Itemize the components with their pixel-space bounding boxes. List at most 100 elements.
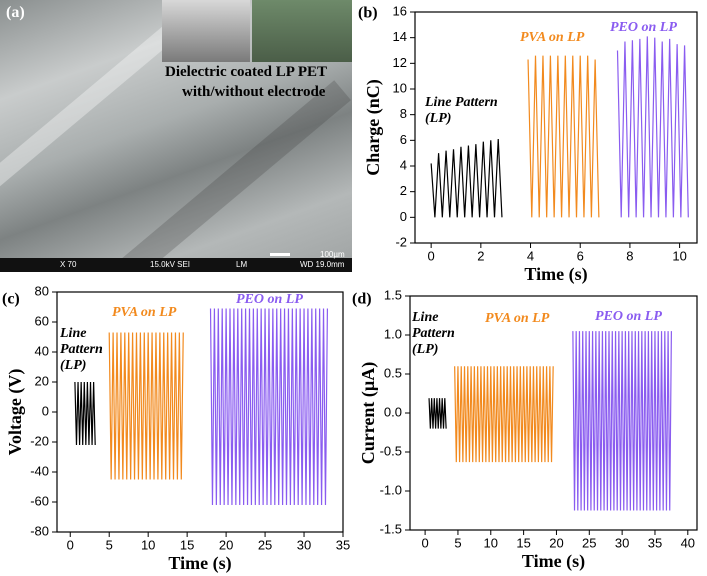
info: WD 19.0mm: [300, 260, 345, 269]
inset-photo: [252, 0, 352, 62]
series-label: Line Pattern (LP): [425, 95, 498, 126]
series-label-box: PVA on LP: [112, 305, 177, 320]
x-axis-title: Time (s): [168, 553, 231, 574]
x-axis-title: Time (s): [524, 264, 587, 285]
series-label-box: Line Pattern (LP): [60, 326, 103, 373]
caption: with/without electrode: [182, 84, 326, 100]
x-tick-label: 5: [454, 535, 461, 550]
series-line: [430, 139, 503, 218]
x-tick-label: 5: [106, 537, 113, 552]
x-tick-label: 0: [428, 248, 435, 263]
plot-frame: [409, 295, 698, 531]
y-tick-label: 1.0: [384, 326, 402, 341]
x-tick-label: 20: [549, 535, 563, 550]
plot-frame: [56, 291, 344, 533]
y-tick-label: -1.5: [380, 521, 402, 536]
y-tick-label: 16: [393, 3, 407, 18]
series-label-box: PVA on LP: [520, 30, 585, 45]
series-label-box: PEO on LP: [610, 20, 677, 35]
panel-label: (b): [358, 5, 378, 22]
y-tick-label: 2: [400, 183, 407, 198]
x-tick-label: 35: [648, 535, 662, 550]
y-tick-label: -0.5: [380, 443, 402, 458]
series-label: PEO on LP: [236, 292, 303, 307]
panel-label: (a): [6, 4, 25, 21]
series-line: [209, 308, 329, 506]
panel-label: (c): [2, 291, 20, 308]
x-tick-label: 0: [421, 535, 428, 550]
series-line: [527, 55, 600, 218]
y-tick-label: 10: [393, 80, 407, 95]
y-tick-label: 20: [35, 373, 49, 388]
series-label: PVA on LP: [520, 30, 585, 45]
x-tick-label: 10: [141, 537, 155, 552]
y-tick-label: 0.5: [384, 365, 402, 380]
info: 15.0kV SEI: [150, 260, 191, 269]
series-line: [108, 332, 184, 480]
sem-image: (a) Dielectric coated LP PET with/withou…: [0, 0, 352, 272]
series-label-box: PEO on LP: [595, 309, 662, 324]
y-tick-label: 14: [393, 29, 407, 44]
x-tick-label: 15: [180, 537, 194, 552]
x-tick-label: 0: [67, 537, 74, 552]
y-axis-title: Voltage (V): [5, 369, 26, 456]
series-label: PEO on LP: [595, 309, 662, 324]
y-tick-label: -20: [30, 433, 49, 448]
series-label-box: Line Pattern (LP): [425, 95, 498, 126]
scale-bar: [270, 253, 290, 256]
y-axis-title: Charge (nC): [363, 79, 384, 176]
series-label: PEO on LP: [610, 20, 677, 35]
y-tick-label: 1.5: [384, 287, 402, 302]
y-axis-title: Current (µA): [358, 362, 379, 465]
x-tick-label: 4: [527, 248, 534, 263]
x-tick-label: 40: [681, 535, 695, 550]
y-tick-label: -2: [395, 234, 407, 249]
x-tick-label: 2: [477, 248, 484, 263]
y-tick-label: 0: [400, 209, 407, 224]
x-tick-label: 30: [297, 537, 311, 552]
series-label-box: Line Pattern (LP): [412, 310, 455, 357]
series-line: [428, 398, 447, 429]
x-axis-title: Time (s): [522, 551, 585, 572]
y-tick-label: -1.0: [380, 482, 402, 497]
inset-photo: [162, 0, 250, 62]
info-bar: X 70 15.0kV SEI LM WD 19.0mm 100µm: [0, 250, 352, 272]
y-tick-label: -80: [30, 523, 49, 538]
series-line: [74, 381, 96, 446]
info: X 70: [60, 260, 77, 269]
series-label-box: PEO on LP: [236, 292, 303, 307]
y-tick-label: 40: [35, 343, 49, 358]
x-tick-label: 6: [577, 248, 584, 263]
x-tick-label: 25: [258, 537, 272, 552]
x-tick-label: 35: [336, 537, 350, 552]
series-label: PVA on LP: [485, 311, 550, 326]
y-tick-label: 8: [400, 106, 407, 121]
x-tick-label: 25: [582, 535, 596, 550]
info: 100µm: [320, 250, 345, 259]
series-label-box: PVA on LP: [485, 311, 550, 326]
caption: Dielectric coated LP PET: [165, 64, 328, 80]
series-label: Line Pattern (LP): [60, 326, 103, 373]
plot-frame: [414, 11, 698, 244]
y-tick-label: 80: [35, 283, 49, 298]
series-label: PVA on LP: [112, 305, 177, 320]
y-tick-label: -60: [30, 493, 49, 508]
y-tick-label: -40: [30, 463, 49, 478]
x-tick-label: 15: [516, 535, 530, 550]
info: LM: [236, 260, 248, 269]
x-tick-label: 10: [672, 248, 686, 263]
y-tick-label: 0: [42, 403, 49, 418]
y-tick-label: 4: [400, 157, 407, 172]
x-tick-label: 20: [219, 537, 233, 552]
series-line: [616, 36, 689, 218]
y-tick-label: 60: [35, 313, 49, 328]
series-label: Line Pattern (LP): [412, 310, 455, 357]
y-tick-label: 12: [393, 55, 407, 70]
series-line: [572, 331, 672, 511]
x-tick-label: 30: [615, 535, 629, 550]
panel-label: (d): [352, 291, 372, 308]
x-tick-label: 8: [626, 248, 633, 263]
y-tick-label: 6: [400, 132, 407, 147]
